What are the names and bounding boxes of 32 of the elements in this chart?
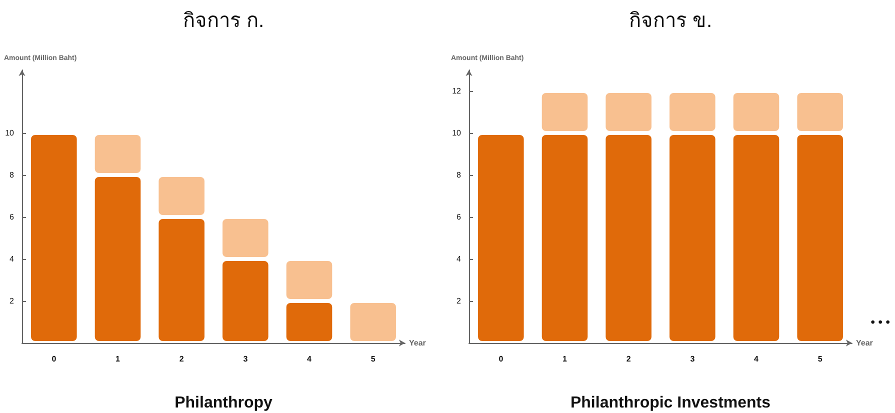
text: Philanthropic Investments: [570, 394, 771, 412]
bar: [348, 301, 398, 343]
y-tick-label: 10: [452, 128, 462, 138]
y-tick-label: 2: [10, 296, 15, 306]
bar: [29, 133, 79, 343]
x-axis-title: Year: [409, 338, 426, 348]
y-tick-label: 4: [456, 254, 462, 264]
y-tick-label: 6: [10, 212, 15, 222]
y-tick-label: 8: [10, 170, 15, 180]
x-tick-label: 3: [243, 354, 248, 364]
x-tick-label: 3: [690, 354, 696, 364]
chart-title: กิจการ ก.: [182, 10, 264, 32]
x-tick-label: 5: [818, 354, 823, 364]
x-tick-label: 2: [179, 354, 184, 364]
x-axis-title: Year: [856, 338, 873, 348]
x-tick-label: 4: [307, 354, 312, 364]
chart-title: กิจการ ข.: [628, 10, 712, 32]
y-tick-label: 6: [456, 212, 462, 222]
x-tick-label: 1: [116, 354, 121, 364]
y-tick-label: 12: [452, 86, 462, 96]
y-tick-label: 8: [456, 170, 462, 180]
x-tick-label: 0: [52, 354, 57, 364]
x-tick-label: 5: [370, 354, 376, 364]
x-tick-label: 4: [754, 354, 760, 364]
text: • • •: [870, 315, 890, 329]
y-tick-label: 2: [456, 296, 462, 306]
x-tick-label: 2: [626, 354, 632, 364]
y-tick-label: 10: [5, 128, 15, 138]
x-tick-label: 0: [498, 354, 504, 364]
text: Philanthropy: [174, 394, 272, 412]
x-tick-label: 1: [562, 354, 568, 364]
y-tick-label: 4: [10, 254, 15, 264]
